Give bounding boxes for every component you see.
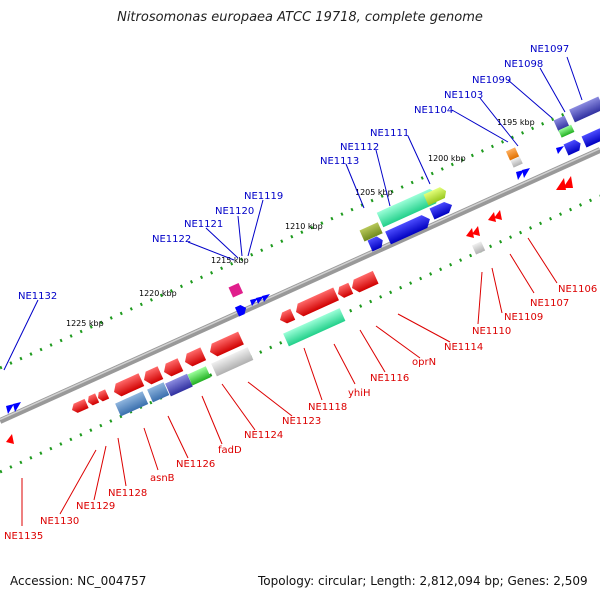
gene-label[interactable]: NE1110 — [472, 326, 511, 337]
kbp-label: 1225 kbp — [66, 319, 104, 328]
gene-label[interactable]: NE1116 — [370, 373, 409, 384]
kbp-label: 1195 kbp — [497, 118, 535, 127]
gene-NE1126[interactable] — [115, 391, 149, 417]
gene-NE1103-c[interactable] — [522, 168, 530, 178]
reverse-gene-labels: NE1106 NE1107 NE1109 NE1110 NE1114 oprN … — [4, 284, 597, 542]
gene-label[interactable]: NE1114 — [444, 342, 483, 353]
gene-label[interactable]: oprN — [412, 357, 436, 368]
gene-label[interactable]: asnB — [150, 473, 175, 484]
reverse-genes — [6, 176, 573, 444]
gene-label[interactable]: NE1130 — [40, 516, 79, 527]
kbp-label: 1220 kbp — [139, 289, 177, 298]
gene-label[interactable]: NE1121 — [184, 219, 223, 230]
gene-fwd-f[interactable] — [581, 128, 600, 148]
genome-backbone — [0, 147, 600, 424]
gene-NE1116[interactable] — [336, 282, 354, 300]
gene-label[interactable]: NE1106 — [558, 284, 597, 295]
gene-NE1119[interactable] — [250, 298, 258, 306]
gene-label[interactable]: NE1122 — [152, 234, 191, 245]
gene-label[interactable]: NE1109 — [504, 312, 543, 323]
gene-NE1123[interactable] — [211, 347, 254, 377]
gene-label[interactable]: NE1107 — [530, 298, 569, 309]
gene-NE1132[interactable] — [6, 404, 14, 414]
gene-label[interactable]: yhiH — [348, 388, 371, 399]
gene-NE1097[interactable] — [569, 96, 600, 123]
gene-NE1104[interactable] — [505, 147, 520, 161]
position-labels: 1195 kbp 1200 kbp 1205 kbp 1210 kbp 1215… — [66, 118, 535, 328]
topology-text: Topology: circular; Length: 2,812,094 bp… — [258, 574, 588, 588]
gene-label[interactable]: NE1113 — [320, 156, 359, 167]
gene-label[interactable]: NE1112 — [340, 142, 379, 153]
gene-oprN[interactable] — [349, 270, 379, 294]
reverse-leaders — [21, 237, 558, 526]
accession-text: Accession: NC_004757 — [10, 574, 147, 588]
gene-NE1114[interactable] — [471, 241, 486, 255]
map-title: Nitrosomonas europaea ATCC 19718, comple… — [117, 10, 483, 25]
gene-NE1110-b[interactable] — [494, 210, 502, 220]
gene-NE1129[interactable] — [86, 393, 100, 406]
gene-label[interactable]: NE1132 — [18, 291, 57, 302]
genome-backbone-highlight — [0, 147, 600, 421]
gene-NE1099[interactable] — [558, 124, 575, 138]
gene-fwd-a[interactable] — [367, 235, 386, 252]
gene-label[interactable]: NE1126 — [176, 459, 215, 470]
gene-NE1109-b[interactable] — [472, 226, 480, 236]
gene-NE1128[interactable] — [111, 373, 145, 398]
forward-gene-labels: NE1097 NE1098 NE1099 NE1103 NE1104 NE111… — [18, 44, 569, 302]
gene-label[interactable]: fadD — [218, 445, 242, 456]
gene-NE1110[interactable] — [488, 212, 496, 222]
gene-fwd-b[interactable] — [385, 213, 433, 245]
gene-NE1112[interactable] — [376, 186, 442, 228]
gene-NE1120[interactable] — [228, 283, 244, 298]
forward-genes — [6, 96, 600, 414]
gene-NE1119-c[interactable] — [262, 294, 270, 302]
gene-NE1130[interactable] — [70, 398, 89, 415]
gene-label[interactable]: NE1111 — [370, 128, 409, 139]
gene-asnB[interactable] — [141, 366, 164, 386]
gene-label[interactable]: NE1099 — [472, 75, 511, 86]
gene-label[interactable]: NE1119 — [244, 191, 283, 202]
gene-NE1124-b[interactable] — [187, 366, 211, 386]
forward-leaders — [3, 56, 583, 371]
kbp-label: 1205 kbp — [355, 188, 393, 197]
gene-NE1113[interactable] — [359, 222, 383, 242]
gene-rev-b[interactable] — [182, 347, 207, 368]
gene-label[interactable]: NE1098 — [504, 59, 543, 70]
gene-NE1119-b[interactable] — [256, 296, 264, 304]
gene-NE1111[interactable] — [423, 185, 449, 206]
gene-fwd-c[interactable] — [429, 199, 455, 220]
gene-label[interactable]: NE1104 — [414, 105, 453, 116]
gene-label[interactable]: NE1129 — [76, 501, 115, 512]
gene-NE1106[interactable] — [556, 178, 566, 190]
gene-label[interactable]: NE1123 — [282, 416, 321, 427]
gene-label[interactable]: NE1124 — [244, 430, 283, 441]
gene-label[interactable]: NE1120 — [215, 206, 254, 217]
gene-NE1109[interactable] — [466, 228, 474, 238]
gene-label[interactable]: NE1128 — [108, 488, 147, 499]
gene-label[interactable]: NE1118 — [308, 402, 347, 413]
gene-NE1121[interactable] — [234, 303, 248, 317]
gene-label[interactable]: NE1135 — [4, 531, 43, 542]
gene-label[interactable]: NE1097 — [530, 44, 569, 55]
kbp-label: 1200 kbp — [428, 154, 466, 163]
gene-fadD[interactable] — [147, 382, 170, 403]
gene-NE1103-b[interactable] — [516, 170, 524, 180]
gene-fwd-e[interactable] — [563, 138, 584, 156]
gene-NE1124[interactable] — [165, 373, 193, 397]
gene-NE1132-b[interactable] — [13, 402, 21, 412]
gene-rev-c[interactable] — [207, 331, 244, 359]
gene-label[interactable]: NE1103 — [444, 90, 483, 101]
gene-fwd-d[interactable] — [556, 146, 564, 154]
kbp-label: 1215 kbp — [211, 256, 249, 265]
gene-yhiH[interactable] — [293, 287, 339, 319]
kbp-label: 1210 kbp — [285, 222, 323, 231]
gene-NE1129-b[interactable] — [96, 389, 110, 402]
gene-NE1106-b[interactable] — [563, 176, 573, 188]
gene-rev-a[interactable] — [161, 358, 184, 378]
gene-rev-d[interactable] — [278, 308, 296, 326]
gene-NE1107[interactable] — [6, 434, 14, 444]
gene-NE1118[interactable] — [283, 308, 346, 347]
gene-NE1103[interactable] — [510, 156, 523, 168]
